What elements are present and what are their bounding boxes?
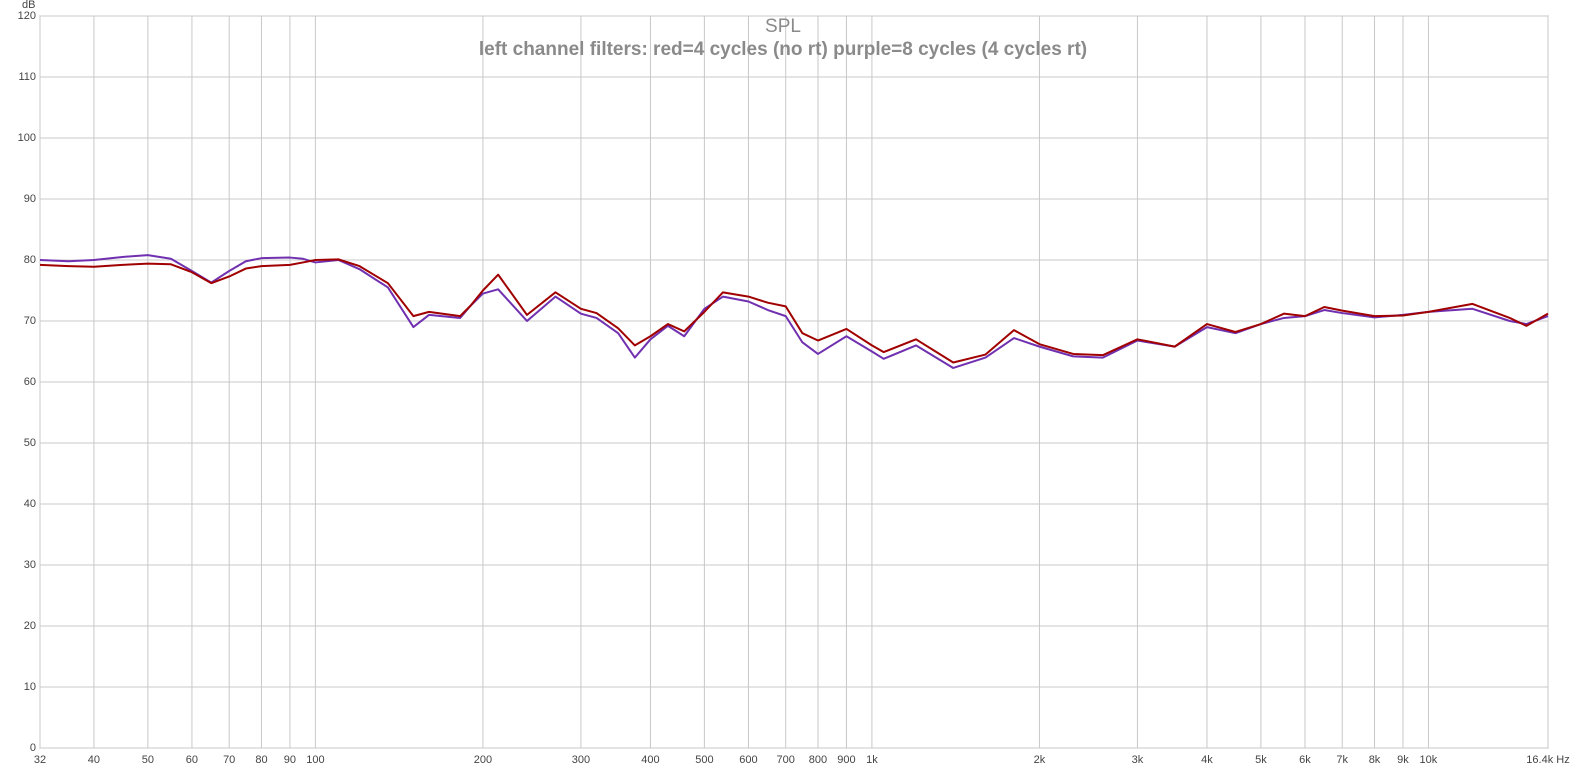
x-tick-label: 3k	[1132, 754, 1144, 766]
x-tick-label: 200	[474, 754, 492, 766]
y-tick-label: 120	[18, 10, 36, 22]
x-tick-label: 80	[255, 754, 267, 766]
x-tick-label: 9k	[1397, 754, 1409, 766]
y-tick-label: 10	[24, 681, 36, 693]
y-tick-label: 70	[24, 315, 36, 327]
x-tick-label: 40	[88, 754, 100, 766]
x-tick-label: 60	[186, 754, 198, 766]
x-tick-label: 900	[837, 754, 855, 766]
y-tick-label: 40	[24, 498, 36, 510]
chart-subtitle: left channel filters: red=4 cycles (no r…	[479, 39, 1087, 60]
x-tick-label: 7k	[1336, 754, 1348, 766]
x-tick-label: 6k	[1299, 754, 1311, 766]
x-tick-label: 500	[695, 754, 713, 766]
y-tick-label: 30	[24, 559, 36, 571]
y-tick-label: 100	[18, 132, 36, 144]
x-tick-label: 700	[777, 754, 795, 766]
x-tick-label: 8k	[1369, 754, 1381, 766]
series-line	[39, 254, 1549, 369]
x-tick-label: 400	[641, 754, 659, 766]
x-tick-label: 10k	[1420, 754, 1438, 766]
grid	[39, 15, 1549, 749]
y-tick-label: 90	[24, 193, 36, 205]
y-tick-label: 0	[30, 742, 36, 754]
x-tick-label: 50	[142, 754, 154, 766]
y-tick-label: 50	[24, 437, 36, 449]
x-tick-label: 32	[34, 754, 46, 766]
x-tick-label: 600	[739, 754, 757, 766]
x-tick-label: 90	[284, 754, 296, 766]
chart-title: SPL	[765, 16, 801, 37]
x-tick-label: 70	[223, 754, 235, 766]
lines	[39, 254, 1549, 369]
y-tick-label: 20	[24, 620, 36, 632]
x-tick-label: 1k	[866, 754, 878, 766]
x-tick-label: 5k	[1255, 754, 1267, 766]
y-tick-label: 80	[24, 254, 36, 266]
x-tick-label: 2k	[1034, 754, 1046, 766]
y-tick-label: 110	[18, 71, 36, 83]
x-tick-label: 800	[809, 754, 827, 766]
x-tick-label: 4k	[1201, 754, 1213, 766]
series-line	[39, 258, 1549, 364]
y-tick-label: 60	[24, 376, 36, 388]
x-tick-label: 300	[572, 754, 590, 766]
x-tick-label: 100	[306, 754, 324, 766]
x-tick-label: 16.4k Hz	[1526, 754, 1569, 766]
y-axis-label: dB	[22, 0, 35, 11]
